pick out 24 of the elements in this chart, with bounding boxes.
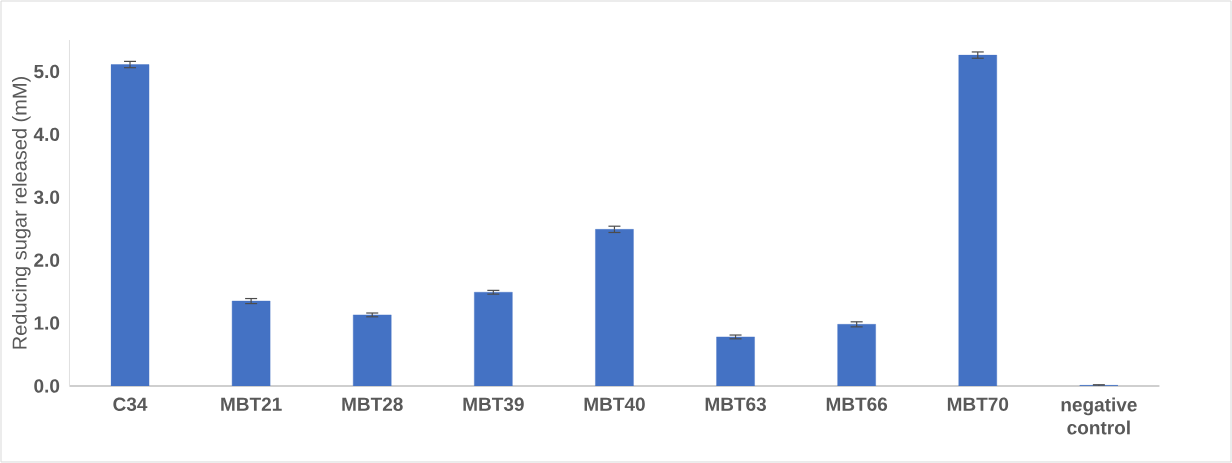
y-tick-label: 4.0 [33,127,60,142]
x-tick-label: C34 [113,397,148,412]
x-tick-label: negative control [1061,397,1137,435]
bar [837,324,876,386]
y-tick-label: 5.0 [34,64,60,79]
bar [716,336,755,386]
y-tick-label: 3.0 [33,190,60,205]
x-tick-label: MBT63 [705,397,766,412]
bar [110,64,150,386]
x-tick-label: MBT21 [221,397,282,411]
bar [958,54,997,386]
x-tick-label: MBT70 [947,397,1009,411]
y-tick-label: 1.0 [34,316,60,330]
y-tick-label: 2.0 [34,253,60,267]
x-tick-label: MBT28 [342,397,403,411]
x-tick-label: MBT66 [826,397,888,411]
bar [595,229,634,386]
bar [474,292,513,386]
x-tick-label: MBT39 [463,397,524,412]
y-tick-label: 0.0 [34,379,60,393]
y-axis-title: Reducing sugar released (mM) [12,77,31,349]
bar [353,314,392,386]
bar [231,300,271,386]
x-tick-label: MBT40 [584,397,645,411]
